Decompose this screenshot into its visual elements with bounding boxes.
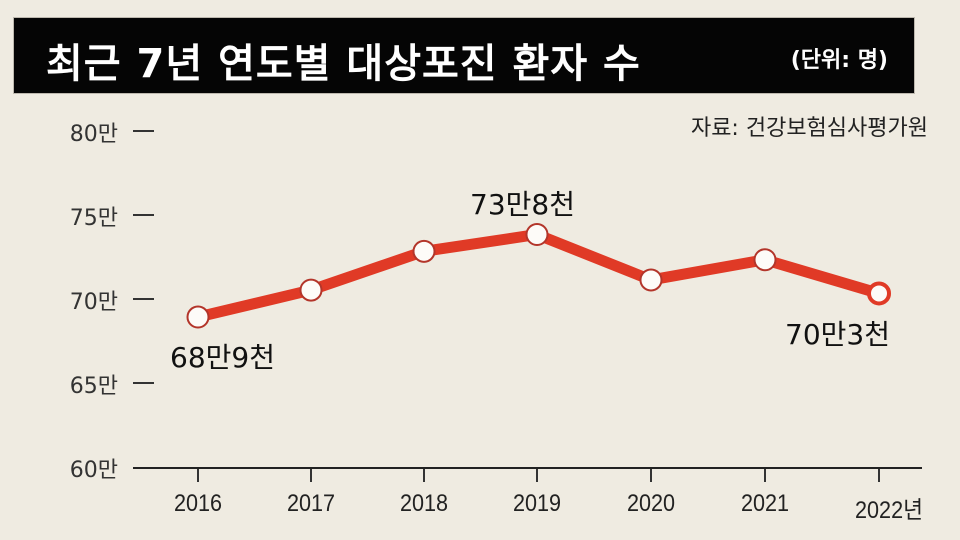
y-tick-mark: [133, 382, 154, 384]
y-tick-mark: [133, 214, 154, 216]
data-point-marker: [412, 239, 436, 263]
y-tick-label: 70만: [69, 290, 118, 315]
y-tick-label: 80만: [69, 122, 118, 147]
x-tick-label: 2022년: [855, 497, 923, 524]
x-tick-mark: [878, 469, 880, 482]
x-tick-label: 2018: [399, 490, 449, 517]
x-tick-label: 2019: [512, 490, 562, 517]
source-label: 자료: 건강보험심사평가원: [690, 116, 928, 141]
y-tick-label: 75만: [69, 206, 118, 231]
x-tick-label: 2016: [173, 490, 223, 517]
data-point-marker: [639, 268, 663, 292]
y-tick-label: 60만: [69, 458, 118, 483]
x-tick-mark: [764, 469, 766, 482]
y-tick-label: 65만: [69, 374, 118, 399]
annotation-peak: 73만8천: [470, 188, 575, 221]
x-tick-mark: [423, 469, 425, 482]
data-point-marker: [186, 305, 210, 329]
y-tick-mark: [133, 130, 154, 132]
x-tick-label: 2017: [286, 490, 336, 517]
data-point-marker: [753, 248, 777, 272]
x-tick-mark: [310, 469, 312, 482]
x-tick-mark: [197, 469, 199, 482]
data-point-marker: [525, 222, 549, 246]
data-line: [192, 228, 885, 323]
data-point-marker: [867, 281, 891, 306]
x-tick-mark: [536, 469, 538, 482]
y-tick-mark: [133, 298, 154, 300]
title-bar: 최근 7년 연도별 대상포진 환자 수 (단위: 명): [13, 17, 915, 94]
annotation-last: 70만3천: [785, 318, 890, 351]
data-markers: [186, 222, 891, 329]
unit-label: (단위: 명): [790, 48, 888, 73]
x-tick-mark: [650, 469, 652, 482]
data-point-marker: [299, 278, 323, 302]
chart-title: 최근 7년 연도별 대상포진 환자 수: [46, 41, 641, 87]
x-tick-label: 2021: [740, 490, 790, 517]
annotation-first: 68만9천: [170, 341, 275, 374]
x-tick-label: 2020: [626, 490, 676, 517]
x-axis-line: [133, 467, 922, 469]
